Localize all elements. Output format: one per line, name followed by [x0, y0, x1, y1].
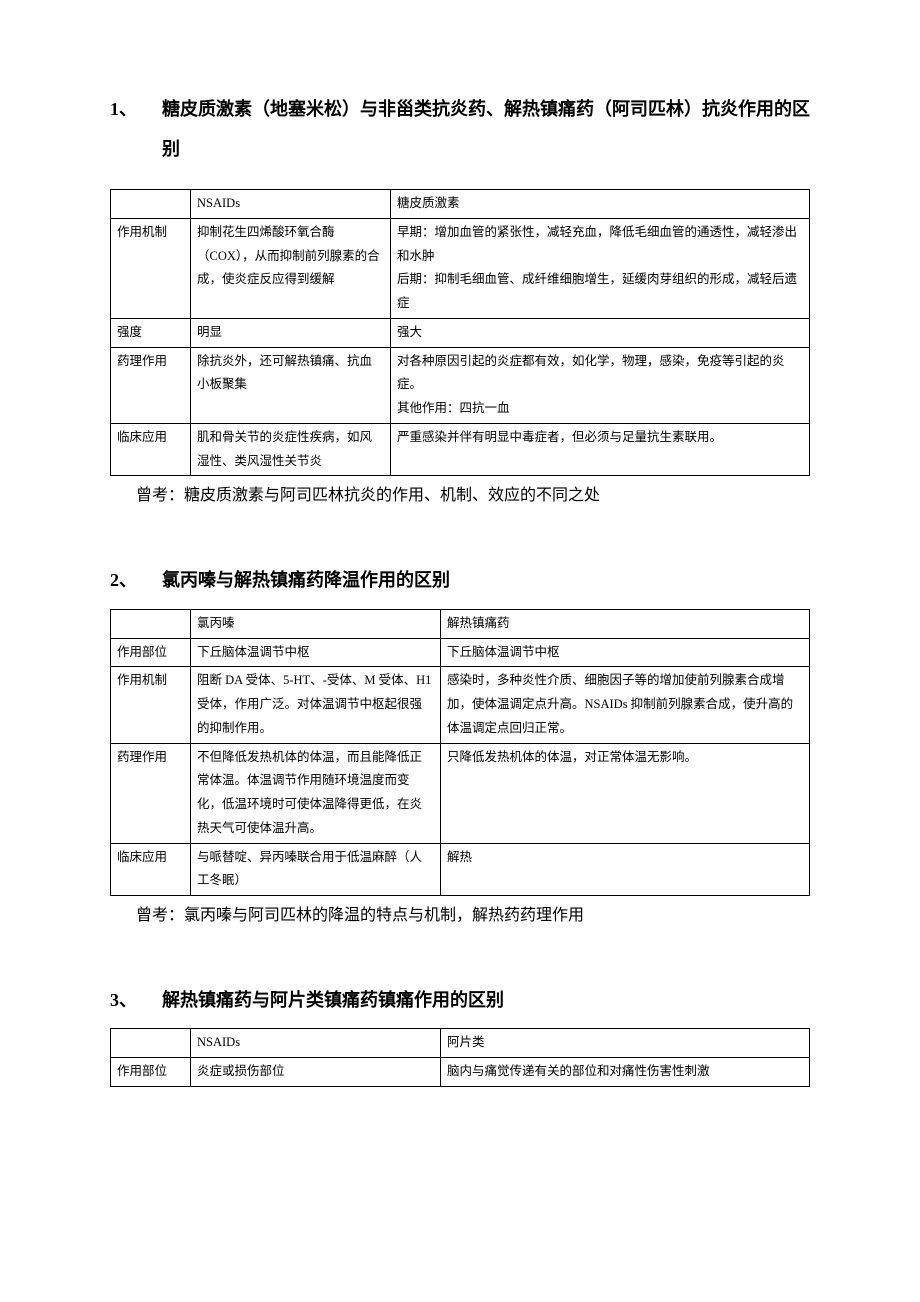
table-row: 作用部位 炎症或损伤部位 脑内与痛觉传递有关的部位和对痛性伤害性刺激 — [111, 1058, 810, 1087]
cell: 解热镇痛药 — [441, 609, 810, 638]
cell: 解热 — [441, 843, 810, 896]
table-row: NSAIDs 阿片类 — [111, 1029, 810, 1058]
table-2: 氯丙嗪 解热镇痛药 作用部位 下丘脑体温调节中枢 下丘脑体温调节中枢 作用机制 … — [110, 609, 810, 896]
cell: 作用部位 — [111, 638, 191, 667]
table-row: 强度 明显 强大 — [111, 318, 810, 347]
table-row: 作用机制 阻断 DA 受体、5-HT、-受体、M 受体、H1 受体，作用广泛。对… — [111, 667, 810, 743]
cell: 肌和骨关节的炎症性疾病，如风湿性、类风湿性关节炎 — [191, 423, 391, 476]
table-row: 药理作用 不但降低发热机体的体温，而且能降低正常体温。体温调节作用随环境温度而变… — [111, 743, 810, 843]
cell — [111, 190, 191, 219]
section-2-title: 氯丙嗪与解热镇痛药降温作用的区别 — [162, 570, 450, 590]
cell: 炎症或损伤部位 — [191, 1058, 441, 1087]
table-row: 作用机制 抑制花生四烯酸环氧合酶（COX），从而抑制前列腺素的合成，使炎症反应得… — [111, 218, 810, 318]
cell: 作用部位 — [111, 1058, 191, 1087]
cell: 不但降低发热机体的体温，而且能降低正常体温。体温调节作用随环境温度而变化，低温环… — [191, 743, 441, 843]
table-row: 氯丙嗪 解热镇痛药 — [111, 609, 810, 638]
cell: 药理作用 — [111, 743, 191, 843]
cell: NSAIDs — [191, 190, 391, 219]
cell — [111, 609, 191, 638]
section-1-heading: 1、糖皮质激素（地塞米松）与非甾类抗炎药、解热镇痛药（阿司匹林）抗炎作用的区别 — [162, 90, 810, 169]
cell: 严重感染并伴有明显中毒症者，但必须与足量抗生素联用。 — [391, 423, 810, 476]
cell: 下丘脑体温调节中枢 — [191, 638, 441, 667]
cell: 氯丙嗪 — [191, 609, 441, 638]
cell: 临床应用 — [111, 423, 191, 476]
table-row: NSAIDs 糖皮质激素 — [111, 190, 810, 219]
cell: 药理作用 — [111, 347, 191, 423]
table-1: NSAIDs 糖皮质激素 作用机制 抑制花生四烯酸环氧合酶（COX），从而抑制前… — [110, 189, 810, 476]
cell: 脑内与痛觉传递有关的部位和对痛性伤害性刺激 — [441, 1058, 810, 1087]
cell: 除抗炎外，还可解热镇痛、抗血小板聚集 — [191, 347, 391, 423]
cell — [111, 1029, 191, 1058]
section-2-heading: 2、氯丙嗪与解热镇痛药降温作用的区别 — [162, 561, 810, 601]
cell: 临床应用 — [111, 843, 191, 896]
table-3: NSAIDs 阿片类 作用部位 炎症或损伤部位 脑内与痛觉传递有关的部位和对痛性… — [110, 1028, 810, 1087]
cell: 早期：增加血管的紧张性，减轻充血，降低毛细血管的通透性，减轻渗出和水肿后期：抑制… — [391, 218, 810, 318]
cell: 抑制花生四烯酸环氧合酶（COX），从而抑制前列腺素的合成，使炎症反应得到缓解 — [191, 218, 391, 318]
section-1-number: 1、 — [110, 90, 162, 130]
cell: 明显 — [191, 318, 391, 347]
section-2-number: 2、 — [110, 561, 162, 601]
cell: 糖皮质激素 — [391, 190, 810, 219]
cell: 与哌替啶、异丙嗪联合用于低温麻醉（人工冬眠） — [191, 843, 441, 896]
cell: 对各种原因引起的炎症都有效，如化学，物理，感染，免疫等引起的炎症。其他作用：四抗… — [391, 347, 810, 423]
section-2-note: 曾考：氯丙嗪与阿司匹林的降温的特点与机制，解热药药理作用 — [110, 902, 810, 931]
section-1-note: 曾考：糖皮质激素与阿司匹林抗炎的作用、机制、效应的不同之处 — [110, 482, 810, 511]
section-1-title: 糖皮质激素（地塞米松）与非甾类抗炎药、解热镇痛药（阿司匹林）抗炎作用的区别 — [162, 99, 810, 159]
cell: 下丘脑体温调节中枢 — [441, 638, 810, 667]
cell: 阿片类 — [441, 1029, 810, 1058]
cell: 感染时，多种炎性介质、细胞因子等的增加使前列腺素合成增加，使体温调定点升高。NS… — [441, 667, 810, 743]
section-3-number: 3、 — [110, 981, 162, 1021]
cell: NSAIDs — [191, 1029, 441, 1058]
section-3-title: 解热镇痛药与阿片类镇痛药镇痛作用的区别 — [162, 990, 504, 1010]
cell: 强大 — [391, 318, 810, 347]
cell: 作用机制 — [111, 667, 191, 743]
table-row: 作用部位 下丘脑体温调节中枢 下丘脑体温调节中枢 — [111, 638, 810, 667]
cell: 只降低发热机体的体温，对正常体温无影响。 — [441, 743, 810, 843]
cell: 作用机制 — [111, 218, 191, 318]
table-row: 临床应用 与哌替啶、异丙嗪联合用于低温麻醉（人工冬眠） 解热 — [111, 843, 810, 896]
cell: 强度 — [111, 318, 191, 347]
section-3-heading: 3、解热镇痛药与阿片类镇痛药镇痛作用的区别 — [162, 981, 810, 1021]
cell: 阻断 DA 受体、5-HT、-受体、M 受体、H1 受体，作用广泛。对体温调节中… — [191, 667, 441, 743]
table-row: 临床应用 肌和骨关节的炎症性疾病，如风湿性、类风湿性关节炎 严重感染并伴有明显中… — [111, 423, 810, 476]
table-row: 药理作用 除抗炎外，还可解热镇痛、抗血小板聚集 对各种原因引起的炎症都有效，如化… — [111, 347, 810, 423]
